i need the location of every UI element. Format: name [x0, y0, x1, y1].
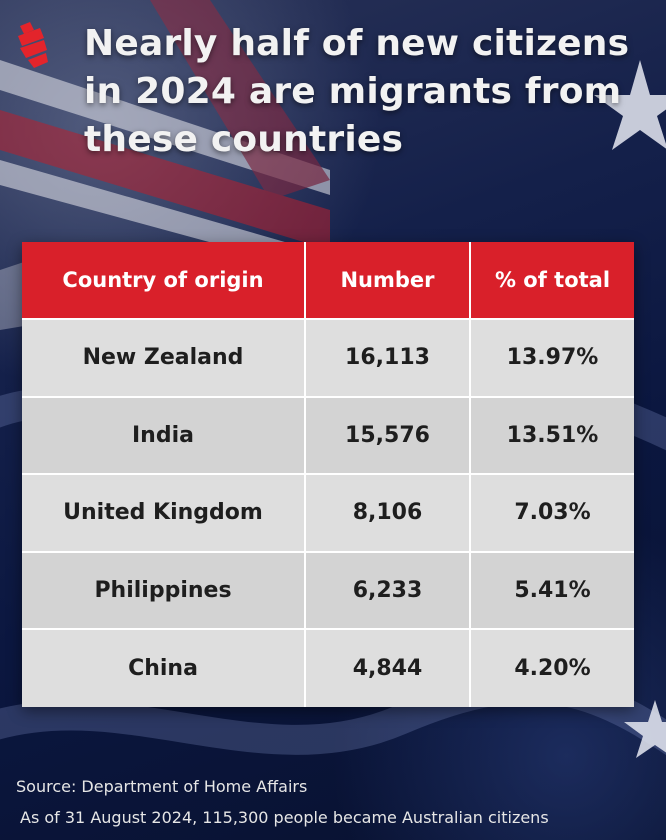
cell-number: 16,113 [305, 318, 471, 397]
cell-number: 8,106 [305, 473, 471, 552]
source-credit: Source: Department of Home Affairs [16, 777, 308, 796]
table-row: China 4,844 4.20% [22, 628, 634, 707]
cell-percent: 5.41% [470, 550, 634, 630]
table-header-row: Country of origin Number % of total [22, 242, 634, 319]
citizenship-table: Country of origin Number % of total New … [22, 242, 634, 707]
data-table-container: Country of origin Number % of total New … [22, 242, 634, 707]
cell-country: New Zealand [22, 318, 306, 397]
table-row: New Zealand 16,113 13.97% [22, 318, 634, 397]
table-row: United Kingdom 8,106 7.03% [22, 473, 634, 552]
cell-percent: 7.03% [470, 473, 634, 552]
cell-percent: 13.97% [470, 318, 634, 397]
cell-percent: 13.51% [470, 395, 634, 475]
cell-country: China [22, 628, 306, 707]
cell-number: 15,576 [305, 395, 471, 475]
cell-country: Philippines [22, 550, 306, 630]
cell-number: 4,844 [305, 628, 471, 707]
table-row: India 15,576 13.51% [22, 395, 634, 475]
column-header-percent: % of total [470, 242, 634, 319]
cell-percent: 4.20% [470, 628, 634, 707]
page-title: Nearly half of new citizens in 2024 are … [84, 23, 630, 160]
column-header-country: Country of origin [22, 242, 306, 319]
cell-number: 6,233 [305, 550, 471, 630]
cell-country: India [22, 395, 306, 475]
footnote: As of 31 August 2024, 115,300 people bec… [20, 808, 549, 827]
table-row: Philippines 6,233 5.41% [22, 550, 634, 630]
cell-country: United Kingdom [22, 473, 306, 552]
column-header-number: Number [305, 242, 471, 319]
broadcaster-logo-icon [18, 22, 48, 68]
